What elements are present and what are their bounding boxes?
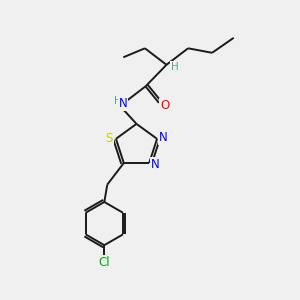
Text: S: S [106, 132, 113, 145]
Text: H: H [114, 95, 122, 106]
Text: N: N [118, 97, 127, 110]
Text: H: H [171, 62, 179, 72]
Text: O: O [160, 99, 169, 112]
Text: N: N [151, 158, 160, 171]
Text: N: N [159, 131, 167, 144]
Text: Cl: Cl [98, 256, 110, 269]
